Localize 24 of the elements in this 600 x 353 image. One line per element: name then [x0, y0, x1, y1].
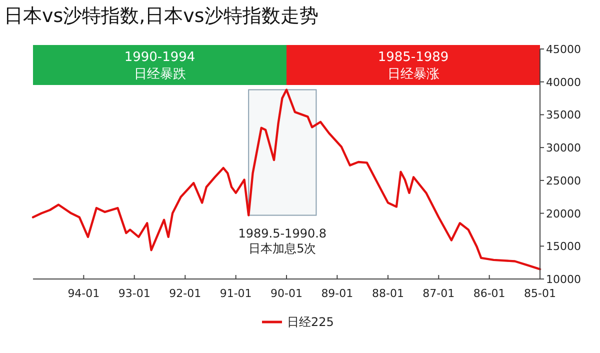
band-label: 1990-1994 日经暴跌 — [124, 50, 196, 82]
chart-title: 日本vs沙特指数,日本vs沙特指数走势 — [4, 5, 318, 27]
band-label: 1989.5-1990.8 日本加息5次 — [238, 226, 327, 256]
band-label: 1985-1989 日经暴涨 — [378, 50, 449, 82]
y-tick-label: 20000 — [546, 207, 581, 220]
x-tick-label: 93-01 — [118, 287, 150, 300]
legend-label: 日经225 — [287, 315, 334, 329]
y-tick-label: 35000 — [546, 108, 581, 122]
y-tick-label: 40000 — [546, 76, 581, 89]
x-tick-label: 86-01 — [473, 287, 506, 300]
x-tick-label: 88-01 — [372, 287, 404, 300]
x-tick-label: 85-01 — [524, 287, 556, 300]
x-tick-label: 87-01 — [422, 287, 455, 300]
x-tick-label: 91-01 — [220, 287, 252, 300]
x-tick-label: 92-01 — [169, 287, 202, 300]
x-tick-label: 90-01 — [270, 287, 302, 300]
y-tick-label: 25000 — [546, 174, 581, 188]
line-series — [32, 88, 542, 270]
y-tick-label: 15000 — [546, 240, 581, 254]
y-tick-label: 10000 — [546, 273, 581, 286]
y-tick-label: 45000 — [546, 43, 581, 56]
x-tick-label: 89-01 — [321, 287, 354, 300]
y-tick-label: 30000 — [546, 142, 581, 155]
x-tick-label: 94-01 — [68, 287, 100, 300]
